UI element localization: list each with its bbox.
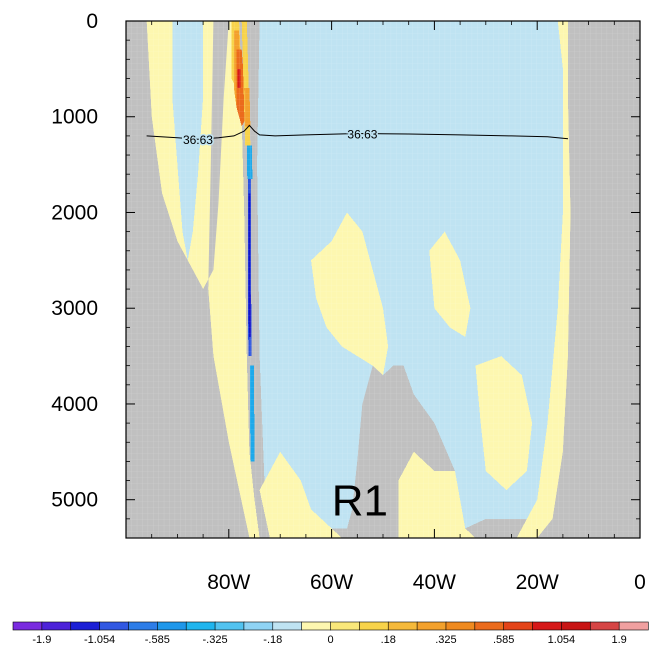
- x-tick-label: 20W: [516, 571, 559, 594]
- colorbar-label: 0: [327, 634, 333, 646]
- colorbar-label: 1.054: [548, 634, 576, 646]
- y-tick-label: 3000: [51, 297, 98, 320]
- colorbar-swatch: [561, 621, 591, 631]
- colorbar-swatch: [185, 621, 216, 631]
- region-label: R1: [332, 477, 388, 526]
- y-tick-label: 2000: [51, 201, 98, 224]
- plot-content: 36.63 36.63: [126, 21, 640, 538]
- colorbar-swatch: [243, 621, 274, 631]
- colorbar-swatch: [99, 621, 130, 631]
- colorbar-label: -1.054: [84, 634, 115, 646]
- colorbar-label: -1.9: [32, 634, 51, 646]
- colorbar-swatch: [272, 621, 303, 631]
- colorbar-swatch: [330, 621, 360, 631]
- colorbar-swatch: [474, 621, 505, 631]
- colorbar-swatch: [12, 621, 43, 631]
- colorbar-swatch: [618, 621, 649, 631]
- colorbar-swatch: [128, 621, 158, 631]
- colorbar-label: -.18: [263, 634, 282, 646]
- colorbar-swatch: [157, 621, 187, 631]
- colorbar-label: -.585: [145, 634, 170, 646]
- colorbar-swatch: [301, 621, 332, 631]
- y-tick-label: 1000: [51, 106, 98, 129]
- axes: 0 1000 2000 3000 4000 5000 80W 60W 40W 20W 0: [51, 10, 646, 594]
- x-tick-label: 60W: [310, 571, 353, 594]
- colorbar-label: .18: [381, 634, 396, 646]
- contour-label-0: 36.63: [183, 133, 213, 147]
- contour-label-1: 36.63: [347, 127, 377, 141]
- y-tick-label: 5000: [51, 489, 98, 512]
- x-tick-label: 80W: [207, 571, 250, 594]
- y-tick-label: 0: [86, 10, 98, 33]
- colorbar-label: .325: [435, 634, 456, 646]
- colorbar-label: 1.9: [611, 634, 626, 646]
- colorbar-swatch: [359, 621, 389, 631]
- contour-line: [146, 124, 569, 140]
- colorbar-label: -.325: [203, 634, 228, 646]
- colorbar-swatch: [70, 621, 101, 631]
- colorbar-swatch: [532, 621, 563, 631]
- colorbar-label: .585: [493, 634, 514, 646]
- colorbar-swatch: [503, 621, 534, 631]
- colorbar-swatch: [387, 621, 418, 631]
- colorbar-swatch: [41, 621, 72, 631]
- colorbar: -1.9 -1.054 -.585 -.325 -.18 0 .18 .325 .585 1.05…: [12, 621, 649, 646]
- plot-area: 36.63 36.63 R1: [126, 21, 640, 538]
- x-tick-label: 40W: [413, 571, 456, 594]
- colorbar-swatch: [589, 621, 620, 631]
- x-tick-label: 0: [634, 571, 646, 594]
- cell-grid: [126, 21, 640, 538]
- colorbar-swatch: [445, 621, 476, 631]
- colorbar-swatch: [416, 621, 447, 631]
- colorbar-swatch: [214, 621, 245, 631]
- y-tick-label: 4000: [51, 393, 98, 416]
